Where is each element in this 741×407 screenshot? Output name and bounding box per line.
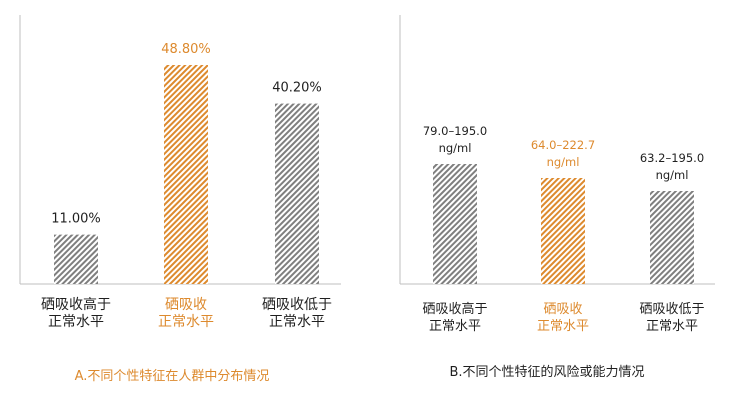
bar-1 (54, 234, 98, 284)
category-label-1: 硒吸收高于正常水平 (41, 296, 111, 330)
category-label-2: 硒吸收正常水平 (537, 302, 589, 334)
panel-b-chart: 79.0–195.0 ng/ml 硒吸收高于正常水平 64.0–222.7 ng/ml 硒… (399, 15, 715, 380)
data-label-3: 40.20% (272, 81, 322, 96)
chart-caption: A.不同个性特征在人群中分布情况 (75, 369, 270, 384)
bar-2 (541, 178, 585, 284)
bar-2 (164, 65, 208, 284)
bar-3 (275, 103, 319, 284)
category-label-2: 硒吸收正常水平 (158, 297, 214, 330)
data-label-3: 63.2–195.0 ng/ml (640, 151, 704, 182)
chart-caption: B.不同个性特征的风险或能力情况 (449, 364, 644, 380)
panel-a-chart: 11.00% 硒吸收高于正常水平 48.80% 硒吸收正常水平 40.20% 硒吸收低于正… (19, 15, 341, 384)
data-label-1: 11.00% (51, 212, 101, 227)
data-label-2: 48.80% (161, 42, 211, 57)
data-label-1: 79.0–195.0 ng/ml (423, 124, 487, 155)
category-label-3: 硒吸收低于正常水平 (262, 297, 332, 330)
bar-3 (650, 191, 694, 284)
bar-1 (433, 164, 477, 284)
data-label-2: 64.0–222.7 ng/ml (531, 138, 595, 169)
category-label-3: 硒吸收低于正常水平 (639, 302, 704, 334)
category-label-1: 硒吸收高于正常水平 (422, 301, 487, 334)
